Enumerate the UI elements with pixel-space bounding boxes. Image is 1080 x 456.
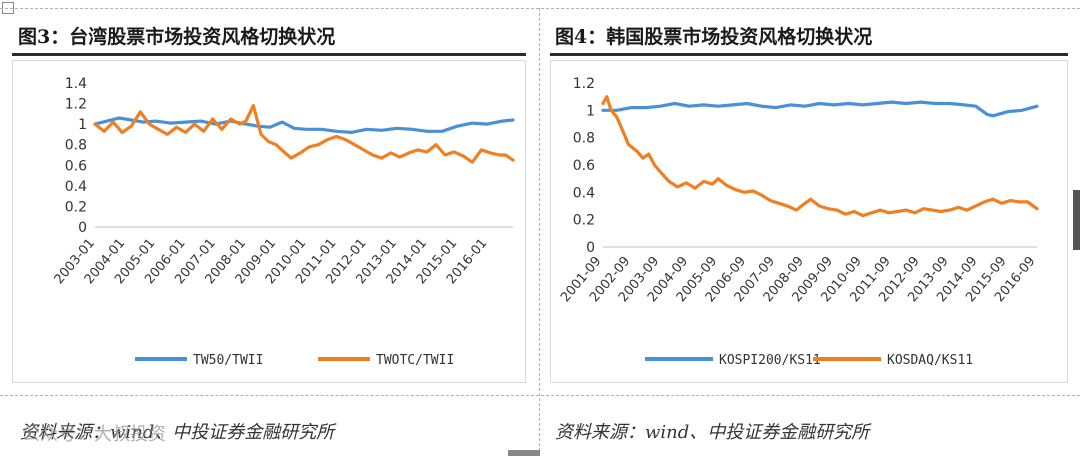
series-line <box>601 95 1039 218</box>
legend-label: TW50/TWII <box>193 353 263 368</box>
top-border <box>0 8 1080 9</box>
series-line <box>93 104 515 164</box>
panel-title-taiwan: 图3：台湾股票市场投资风格切换状况 <box>18 26 336 48</box>
y-tick-label: 0.6 <box>573 158 595 174</box>
y-tick-label: 0.4 <box>65 179 87 195</box>
chart-svg-korea: 00.20.40.60.811.22001-092002-092003-0920… <box>558 76 1039 368</box>
y-tick-label: 1.4 <box>65 76 87 92</box>
y-tick-label: 0.8 <box>65 138 87 154</box>
legend-label: KOSPI200/KS11 <box>719 353 821 368</box>
y-tick-label: 1 <box>78 117 87 133</box>
source-note-taiwan: 资料来源：wind、中投证券金融研究所 <box>20 422 335 443</box>
chart-korea: 0 0.2 0.4 0.6 0.8 1 1.2 2001-09 2002-09 2003-09 20… <box>550 60 1068 383</box>
y-tick-label: 0.2 <box>65 199 87 215</box>
chart-svg-taiwan: 00.20.40.60.811.21.42003-012004-012005-0… <box>52 76 515 368</box>
title-rule-korea <box>550 53 1068 56</box>
bottom-tab <box>508 450 540 456</box>
y-tick-label: 0 <box>78 220 87 236</box>
series-line <box>601 100 1039 118</box>
y-tick-label: 1.2 <box>65 97 87 113</box>
legend-label: KOSDAQ/KS11 <box>887 353 973 368</box>
panel-divider <box>539 8 540 456</box>
panel-title-korea: 图4：韩国股票市场投资风格切换状况 <box>555 26 873 48</box>
chart-taiwan: 0 0.2 0.4 0.6 0.8 1 1.2 1.4 2003-01 2004-01 2005-0… <box>12 60 526 383</box>
source-note-korea: 资料来源：wind、中投证券金融研究所 <box>555 422 870 443</box>
legend-label: TWOTC/TWII <box>376 353 454 368</box>
y-tick-label: 1 <box>586 103 595 119</box>
series-line <box>93 116 515 134</box>
watermark: 公众号：大叔投资 <box>22 424 166 445</box>
title-rule-taiwan <box>12 53 526 56</box>
y-tick-label: 0.8 <box>573 131 595 147</box>
y-tick-label: 0.4 <box>573 185 595 201</box>
source-divider <box>0 395 1080 396</box>
scrollbar-thumb[interactable] <box>1073 190 1080 250</box>
y-tick-label: 1.2 <box>573 76 595 92</box>
y-tick-label: 0.6 <box>65 158 87 174</box>
y-tick-label: 0 <box>586 240 595 256</box>
y-tick-label: 0.2 <box>573 213 595 229</box>
